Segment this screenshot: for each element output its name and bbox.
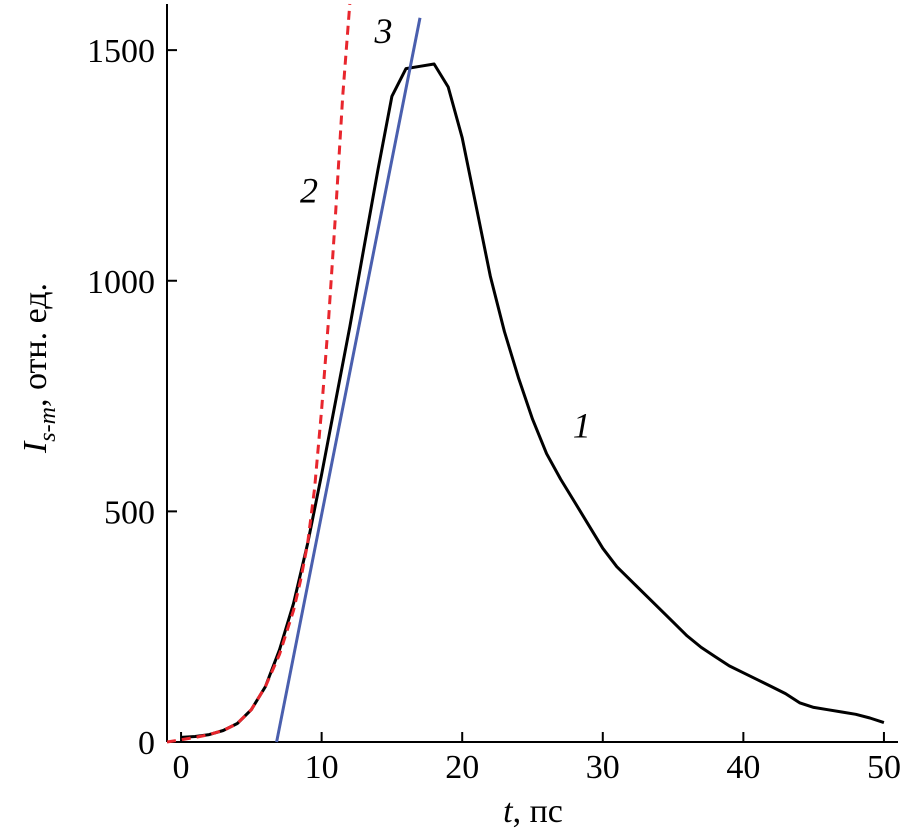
x-axis-var: t bbox=[503, 793, 514, 830]
y-axis-label: Is-m, отн. ед. bbox=[17, 283, 61, 454]
x-axis-label: t, пс bbox=[503, 793, 563, 830]
y-tick-label: 1000 bbox=[87, 264, 155, 301]
series-layer bbox=[166, 3, 885, 744]
x-tick-label: 40 bbox=[726, 749, 760, 786]
y-ticks: 0 500 1000 1500 bbox=[87, 33, 177, 762]
annotation-layer: 1 2 3 bbox=[300, 11, 591, 445]
x-axis-unit: , пс bbox=[513, 793, 563, 830]
series-line-3 bbox=[275, 17, 422, 743]
y-axis-unit: , отн. ед. bbox=[17, 283, 54, 407]
series-line-2 bbox=[166, 3, 352, 744]
axes: 0 10 20 30 40 50 0 500 1000 1500 bbox=[87, 4, 901, 786]
x-tick-label: 0 bbox=[173, 749, 190, 786]
y-axis-var: I bbox=[17, 440, 54, 454]
series-line-1 bbox=[181, 62, 885, 739]
y-tick-label: 0 bbox=[138, 725, 155, 762]
x-tick-label: 50 bbox=[867, 749, 901, 786]
curve-label-2: 2 bbox=[300, 170, 318, 210]
curve-label-3: 3 bbox=[373, 11, 392, 51]
y-axis-subscript: s-m bbox=[35, 407, 61, 442]
y-tick-label: 500 bbox=[104, 494, 155, 531]
curve-label-1: 1 bbox=[573, 406, 591, 446]
x-tick-label: 20 bbox=[445, 749, 479, 786]
y-tick-label: 1500 bbox=[87, 33, 155, 70]
x-ticks: 0 10 20 30 40 50 bbox=[173, 732, 901, 786]
x-tick-label: 30 bbox=[586, 749, 620, 786]
x-tick-label: 10 bbox=[305, 749, 339, 786]
